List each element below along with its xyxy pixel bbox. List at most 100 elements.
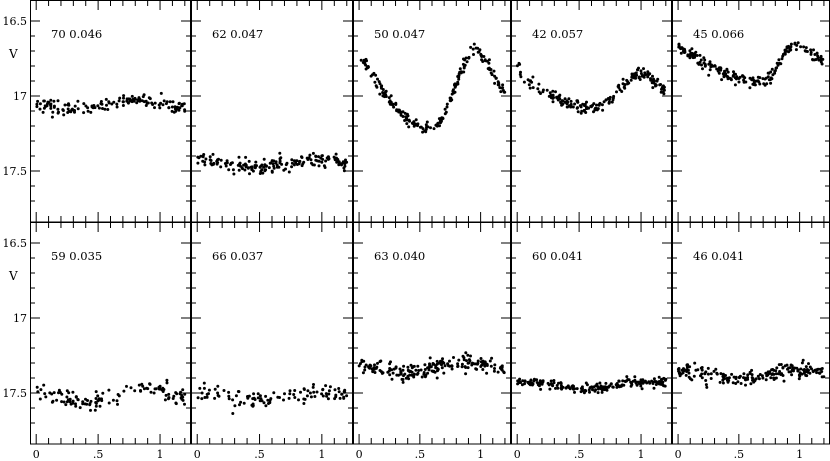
data-point [581,102,585,106]
data-point [698,53,702,57]
data-point [436,369,439,373]
data-point [591,388,594,392]
x-tick-label: 1 [477,448,484,461]
data-point [394,101,398,105]
data-point [253,165,257,169]
data-point [559,384,563,388]
data-point [492,369,496,373]
data-point [321,394,325,398]
data-point [399,371,403,375]
data-point [766,75,770,79]
data-point [777,58,781,62]
data-point [764,371,768,375]
data-point [42,383,46,387]
data-point [732,70,735,74]
data-point [617,379,621,383]
data-point [290,165,294,169]
x-tick-label: .5 [93,448,104,461]
data-point [587,388,591,392]
data-point [36,390,40,394]
data-point [122,389,126,393]
data-point [657,375,661,379]
data-point [167,106,171,110]
data-point [115,105,119,109]
data-point [216,384,220,388]
data-point [596,391,600,395]
data-point [203,163,207,167]
data-point [274,161,278,165]
data-point [342,169,346,173]
data-point [450,364,454,368]
data-point [66,103,70,107]
data-point [489,68,493,71]
data-point [175,392,179,396]
data-point [402,374,405,378]
data-point [287,396,291,400]
data-point [475,367,479,371]
data-point [213,387,217,391]
data-point [555,384,559,387]
data-point [414,118,418,122]
data-point [69,402,73,406]
data-point [518,62,522,66]
data-point [709,377,713,380]
data-point [548,387,552,391]
y-tick-label: 16.5 [3,15,28,28]
data-point [615,90,618,94]
data-point [408,119,411,123]
data-point [334,152,338,156]
data-point [227,397,231,401]
data-point [239,400,243,404]
data-point [161,103,165,107]
data-point [42,106,46,110]
data-point [152,391,156,395]
data-point [412,364,416,368]
data-point [779,363,783,366]
data-point [111,398,115,402]
data-point [133,389,137,393]
x-tick-label: 0 [356,448,363,461]
data-point [785,363,789,367]
data-point [236,390,240,393]
data-point [794,48,798,52]
data-point [290,158,294,162]
data-point [322,164,326,168]
data-point [313,395,317,398]
data-point [66,107,70,111]
data-point [232,172,236,176]
data-point [282,398,285,402]
data-point [678,374,682,378]
data-point [493,81,497,85]
data-point [476,46,480,50]
data-point [608,97,611,101]
data-point [791,366,795,370]
data-point [264,394,268,398]
data-point [234,394,238,398]
data-point [231,398,235,402]
data-point [501,86,505,90]
data-point [537,381,541,385]
data-point [537,82,541,86]
data-point [466,361,470,365]
data-point [616,384,620,388]
data-point [573,390,576,394]
data-point [302,388,306,391]
data-point [435,376,439,380]
data-point [167,392,171,396]
data-point [416,371,420,375]
data-point [677,369,681,373]
data-point [809,52,813,56]
x-tick-label: 0 [194,448,201,461]
data-point [465,60,469,64]
data-point [312,390,316,394]
data-point [276,395,280,399]
data-point [467,55,471,59]
data-point [183,392,187,396]
data-point [631,379,635,383]
data-point [607,385,610,389]
data-point [97,106,101,110]
panel-label-62: 62 0.047 [212,27,263,41]
data-point [750,376,754,380]
data-point [516,379,520,383]
data-point [78,406,82,410]
